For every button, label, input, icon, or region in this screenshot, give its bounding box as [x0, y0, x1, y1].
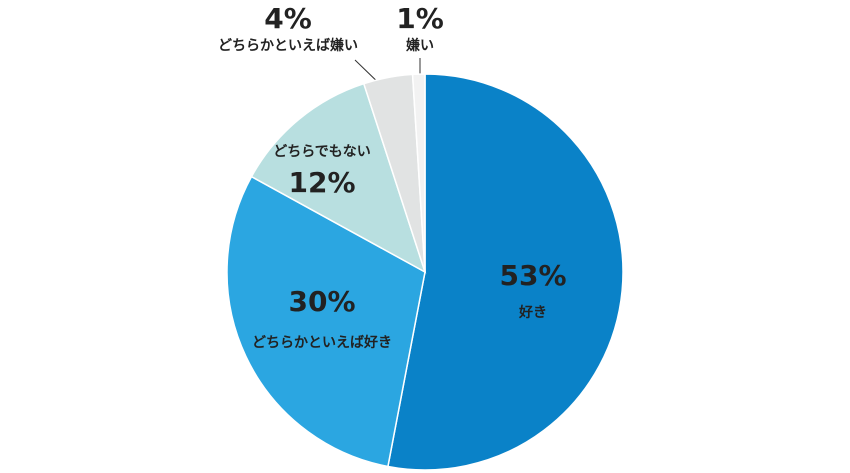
value-label: 53%: [499, 259, 566, 292]
value-label: 12%: [288, 166, 355, 199]
category-label: どちらでもない: [273, 144, 371, 160]
value-label: 30%: [288, 285, 355, 318]
category-label: どちらかといえば好き: [252, 334, 392, 351]
pie-slice: [250, 82, 427, 274]
pie-slice: [411, 73, 426, 273]
pie-slice: [387, 73, 624, 471]
category-label: 嫌い: [406, 37, 434, 54]
value-label: 1%: [396, 2, 444, 35]
category-label: どちらかといえば嫌い: [218, 37, 358, 54]
value-label: 4%: [264, 2, 312, 35]
pie-slice: [226, 175, 426, 468]
category-label: 好き: [518, 304, 547, 321]
